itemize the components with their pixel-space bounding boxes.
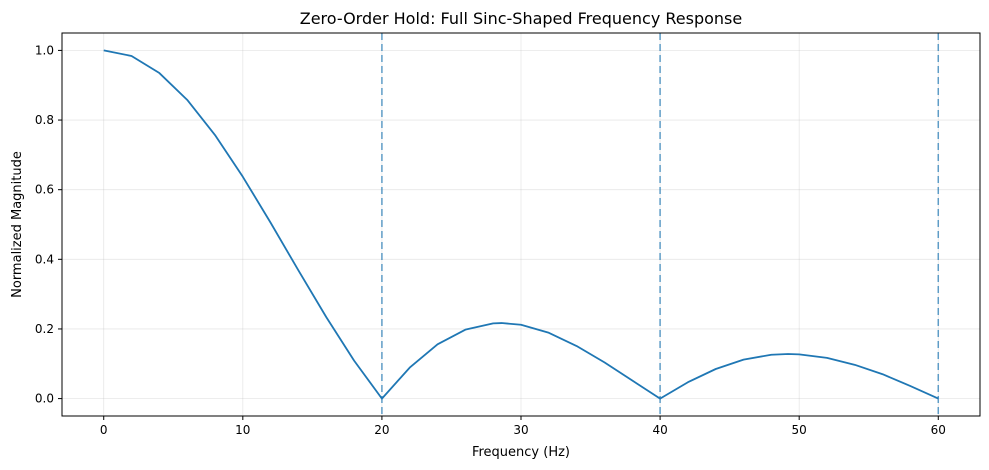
x-tick-label: 30 [513, 423, 528, 437]
y-tick-label: 0.8 [35, 113, 54, 127]
y-tick-label: 0.4 [35, 252, 54, 266]
x-tick-label: 60 [931, 423, 946, 437]
x-tick-label: 50 [792, 423, 807, 437]
vertical-reference-lines [381, 33, 940, 416]
x-axis: 0 10 20 30 40 50 60 [100, 416, 946, 437]
series-line [103, 49, 939, 400]
x-tick-label: 40 [652, 423, 667, 437]
x-tick-label: 20 [374, 423, 389, 437]
y-tick-label: 0.6 [35, 183, 54, 197]
y-axis-label: Normalized Magnitude [10, 151, 25, 298]
chart-title: Zero-Order Hold: Full Sinc-Shaped Freque… [300, 9, 742, 28]
y-tick-label: 1.0 [35, 43, 54, 57]
y-axis: 0.0 0.2 0.4 0.6 0.8 1.0 [35, 43, 62, 406]
series-group [103, 49, 939, 400]
y-tick-label: 0.0 [35, 392, 54, 406]
x-tick-label: 0 [100, 423, 108, 437]
x-tick-label: 10 [235, 423, 250, 437]
y-tick-label: 0.2 [35, 322, 54, 336]
x-axis-label: Frequency (Hz) [472, 445, 570, 460]
